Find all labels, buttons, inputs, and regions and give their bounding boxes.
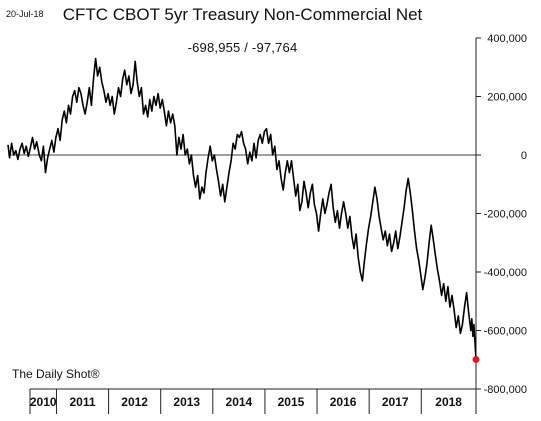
y-tick-label: 0 bbox=[521, 150, 527, 162]
x-tick-label: 2016 bbox=[330, 395, 357, 409]
x-tick-label: 2015 bbox=[278, 395, 305, 409]
chart-series bbox=[7, 57, 480, 363]
last-point-marker bbox=[472, 355, 480, 363]
source-credit: The Daily Shot® bbox=[12, 367, 100, 381]
series-line bbox=[7, 57, 477, 360]
y-tick-label: 200,000 bbox=[487, 92, 527, 104]
chart-axes: 400,000 200,000 0 -200,000 -400,000 -600,000 -… bbox=[8, 33, 527, 414]
x-tick-label: 2017 bbox=[382, 395, 409, 409]
x-tick-label: 2013 bbox=[173, 395, 200, 409]
y-tick-label: 400,000 bbox=[487, 33, 527, 45]
y-tick-label: -800,000 bbox=[484, 384, 527, 396]
x-tick-label: 2012 bbox=[121, 395, 148, 409]
chart-subtitle: -698,955 / -97,764 bbox=[187, 40, 298, 55]
x-tick-label: 2014 bbox=[226, 395, 253, 409]
y-tick-label: -400,000 bbox=[484, 267, 527, 279]
report-date: 20-Jul-18 bbox=[6, 9, 44, 19]
y-tick-label: -200,000 bbox=[484, 209, 527, 221]
chart-title: CFTC CBOT 5yr Treasury Non-Commercial Ne… bbox=[62, 5, 423, 24]
x-tick-label: 2010 bbox=[30, 395, 57, 409]
x-tick-label: 2018 bbox=[435, 395, 462, 409]
y-tick-label: -600,000 bbox=[484, 326, 527, 338]
x-tick-label: 2011 bbox=[70, 395, 96, 409]
